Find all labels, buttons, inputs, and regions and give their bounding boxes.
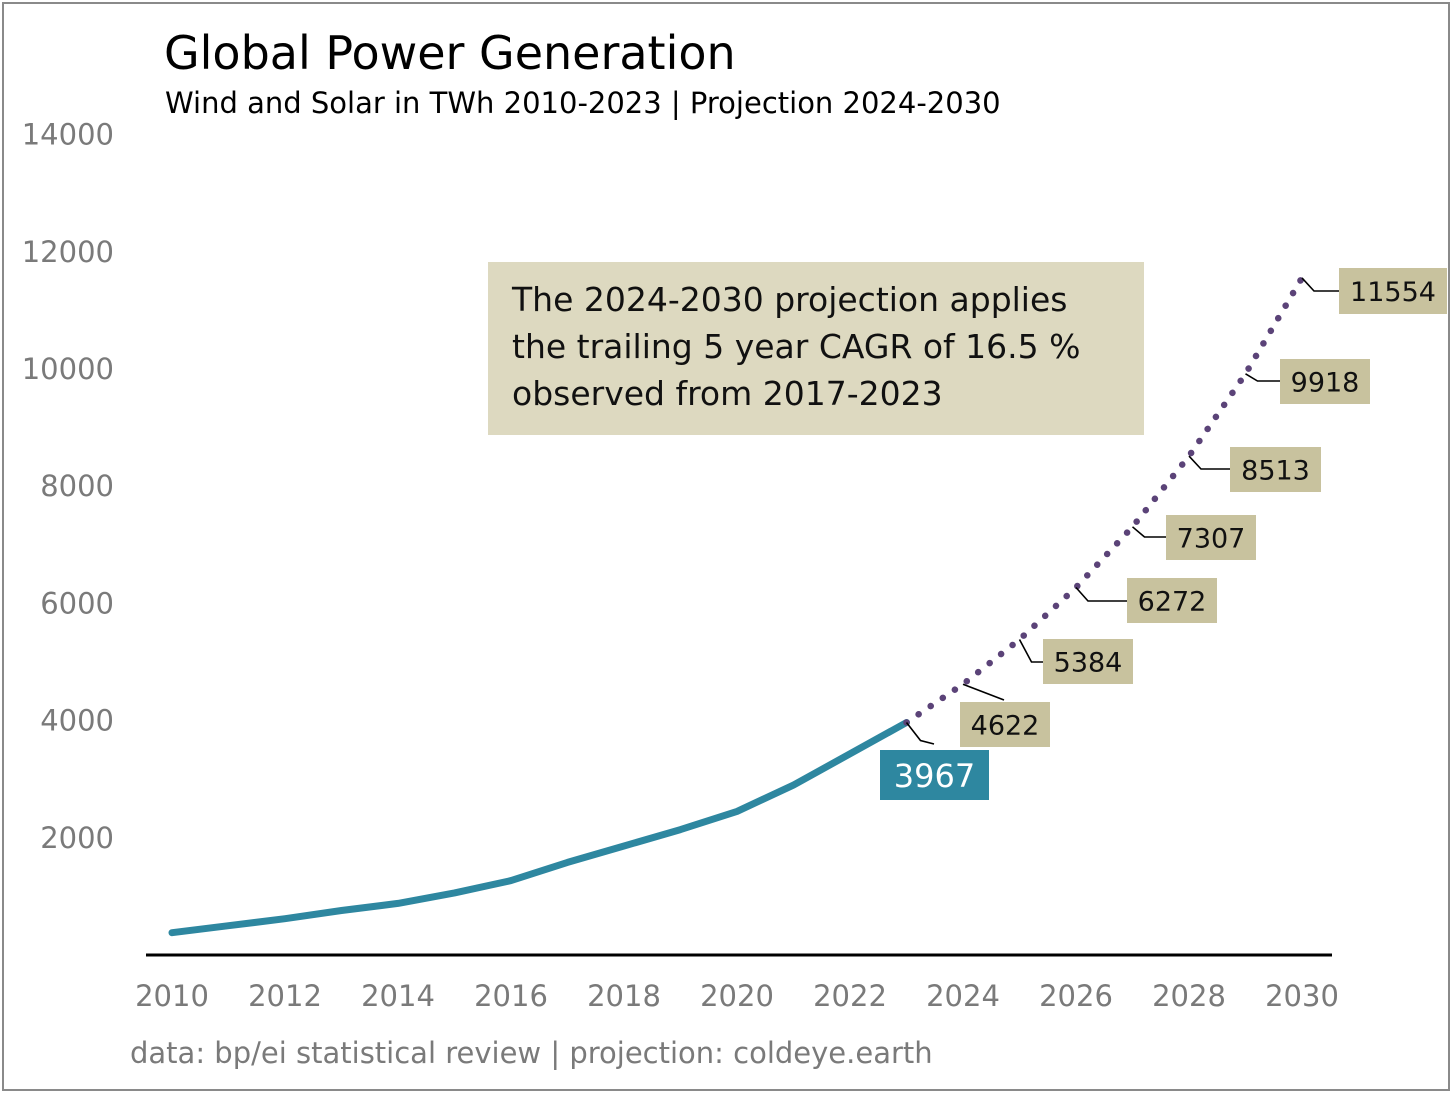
y-tick-label: 6000: [40, 586, 114, 620]
label-leader-line: [1245, 373, 1280, 382]
label-leader-line: [1301, 277, 1339, 292]
data-label: 4622: [971, 711, 1040, 742]
data-label: 6272: [1138, 587, 1207, 618]
annotation-line-2: the trailing 5 year CAGR of 16.5 %: [512, 327, 1081, 366]
label-leader-line: [962, 683, 1005, 701]
series-group: [168, 274, 1306, 937]
data-label: 7307: [1177, 524, 1246, 555]
label-leader-line: [1188, 455, 1230, 470]
x-tick-label: 2012: [248, 979, 322, 1013]
annotation-line-1: The 2024-2030 projection applies: [512, 280, 1068, 319]
label-leader-line: [905, 722, 935, 745]
data-label: 9918: [1291, 368, 1360, 399]
historical-line: [168, 719, 910, 937]
label-leader-line: [1131, 526, 1166, 538]
data-labels: 3967 4622 5384 6272 7307 8513 9918 11554: [880, 268, 1447, 800]
source-note: data: bp/ei statistical review | project…: [130, 1036, 933, 1070]
y-tick-label: 4000: [40, 704, 114, 738]
x-tick-label: 2020: [700, 979, 774, 1013]
data-label-box: [1166, 515, 1256, 560]
projection-annotation: The 2024-2030 projection applies the tra…: [488, 262, 1144, 435]
data-label-box: [1280, 359, 1370, 404]
data-label: 5384: [1054, 648, 1123, 679]
x-tick-label: 2024: [926, 979, 1000, 1013]
label-leader-line: [1018, 639, 1043, 663]
y-tick-label: 12000: [22, 235, 114, 269]
annotation-line-3: observed from 2017-2023: [512, 374, 943, 413]
data-label: 8513: [1241, 456, 1310, 487]
x-tick-label: 2018: [587, 979, 661, 1013]
label-leader-line: [1075, 586, 1127, 602]
data-label-box: [1339, 268, 1447, 314]
y-axis-ticks: 2000 4000 6000 8000 10000 12000 14000: [22, 118, 114, 855]
x-tick-label: 2026: [1039, 979, 1113, 1013]
data-label-box: [1230, 447, 1321, 492]
y-tick-label: 8000: [40, 469, 114, 503]
chart-title: Global Power Generation: [164, 26, 736, 80]
data-label-box: [960, 702, 1050, 747]
x-tick-label: 2030: [1265, 979, 1339, 1013]
x-tick-label: 2022: [813, 979, 887, 1013]
chart-subtitle: Wind and Solar in TWh 2010-2023 | Projec…: [165, 86, 1001, 120]
y-tick-label: 14000: [22, 118, 114, 152]
x-tick-label: 2016: [474, 979, 548, 1013]
data-label-box: [880, 750, 989, 800]
x-tick-label: 2014: [361, 979, 435, 1013]
y-tick-label: 2000: [40, 821, 114, 855]
data-label: 11554: [1350, 277, 1436, 308]
x-axis-ticks: 2010 2012 2014 2016 2018 2020 2022 2024 2026 2028…: [135, 979, 1339, 1013]
data-label: 3967: [894, 757, 975, 795]
x-tick-label: 2028: [1152, 979, 1226, 1013]
data-label-box: [1043, 639, 1133, 684]
y-tick-label: 10000: [22, 352, 114, 386]
data-label-box: [1127, 578, 1217, 623]
x-tick-label: 2010: [135, 979, 209, 1013]
